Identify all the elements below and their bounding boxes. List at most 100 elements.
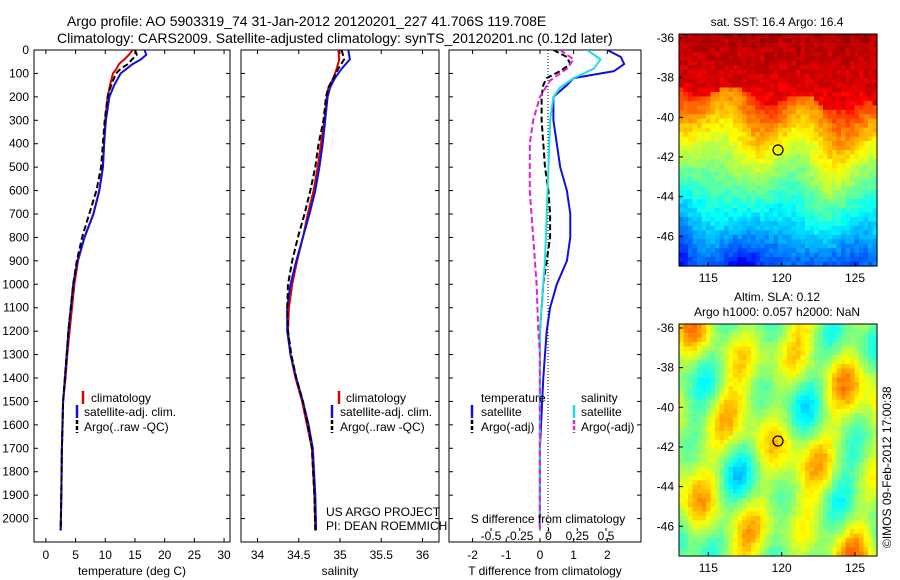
heatmap-cell	[706, 123, 712, 129]
heatmap-cell	[782, 408, 788, 414]
heatmap-cell	[773, 243, 779, 249]
heatmap-cell	[823, 359, 829, 365]
heatmap-cell	[850, 413, 856, 419]
heatmap-cell	[814, 158, 820, 164]
heatmap-cell	[683, 547, 689, 553]
heatmap-cell	[800, 466, 806, 472]
heatmap-cell	[773, 498, 779, 504]
heatmap-cell	[764, 337, 770, 343]
heatmap-cell	[742, 225, 748, 231]
heatmap-cell	[679, 78, 685, 84]
heatmap-cell	[854, 390, 860, 396]
heatmap-cell	[805, 221, 811, 227]
heatmap-cell	[773, 105, 779, 111]
heatmap-cell	[832, 511, 838, 517]
heatmap-cell	[796, 56, 802, 62]
heatmap-cell	[827, 208, 833, 214]
heatmap-cell	[863, 239, 869, 245]
heatmap-cell	[791, 506, 797, 512]
heatmap-cell	[845, 350, 851, 356]
heatmap-cell	[818, 136, 824, 142]
heatmap-cell	[764, 324, 770, 330]
heatmap-cell	[850, 92, 856, 98]
heatmap-cell	[746, 386, 752, 392]
heatmap-cell	[791, 132, 797, 138]
heatmap-cell	[863, 208, 869, 214]
heatmap-cell	[845, 377, 851, 383]
heatmap-cell	[679, 230, 685, 236]
heatmap-cell	[715, 457, 721, 463]
heatmap-cell	[805, 105, 811, 111]
heatmap-cell	[755, 203, 761, 209]
heatmap-cell	[724, 243, 730, 249]
heatmap-cell	[778, 547, 784, 553]
heatmap-cell	[701, 92, 707, 98]
heatmap-cell	[787, 47, 793, 53]
heatmap-cell	[746, 225, 752, 231]
heatmap-cell	[751, 194, 757, 200]
heatmap-cell	[863, 158, 869, 164]
heatmap-cell	[692, 42, 698, 48]
heatmap-cell	[710, 484, 716, 490]
heatmap-cell	[769, 404, 775, 410]
heatmap-cell	[778, 471, 784, 477]
heatmap-cell	[692, 453, 698, 459]
heatmap-cell	[728, 355, 734, 361]
heatmap-cell	[800, 448, 806, 454]
x-tick-label: 30	[217, 548, 231, 562]
heatmap-cell	[836, 172, 842, 178]
heatmap-cell	[719, 154, 725, 160]
heatmap-cell	[760, 172, 766, 178]
heatmap-cell	[850, 216, 856, 222]
heatmap-cell	[692, 480, 698, 486]
heatmap-cell	[683, 422, 689, 428]
heatmap-cell	[791, 529, 797, 535]
heatmap-cell	[823, 506, 829, 512]
heatmap-cell	[751, 154, 757, 160]
heatmap-cell	[791, 422, 797, 428]
heatmap-cell	[859, 404, 865, 410]
heatmap-cell	[742, 431, 748, 437]
heatmap-cell	[715, 127, 721, 133]
heatmap-cell	[715, 243, 721, 249]
heatmap-cell	[692, 136, 698, 142]
heatmap-cell	[796, 78, 802, 84]
heatmap-cell	[688, 435, 694, 441]
heatmap-cell	[850, 47, 856, 53]
heatmap-cell	[733, 34, 739, 40]
heatmap-cell	[800, 511, 806, 517]
heatmap-cell	[764, 154, 770, 160]
heatmap-cell	[769, 382, 775, 388]
heatmap-cell	[778, 42, 784, 48]
heatmap-cell	[872, 51, 878, 57]
heatmap-cell	[769, 431, 775, 437]
heatmap-cell	[778, 533, 784, 539]
heatmap-cell	[688, 448, 694, 454]
heatmap-cell	[836, 118, 842, 124]
heatmap-cell	[863, 422, 869, 428]
heatmap-cell	[710, 225, 716, 231]
heatmap-cell	[724, 457, 730, 463]
heatmap-cell	[728, 74, 734, 80]
heatmap-cell	[841, 42, 847, 48]
heatmap-cell	[728, 524, 734, 530]
heatmap-cell	[863, 167, 869, 173]
heatmap-cell	[859, 230, 865, 236]
heatmap-cell	[832, 145, 838, 151]
heatmap-cell	[854, 547, 860, 553]
heatmap-cell	[863, 502, 869, 508]
heatmap-cell	[872, 404, 878, 410]
heatmap-cell	[746, 377, 752, 383]
heatmap-cell	[692, 502, 698, 508]
heatmap-cell	[760, 225, 766, 231]
heatmap-cell	[818, 324, 824, 330]
heatmap-cell	[868, 386, 874, 392]
heatmap-cell	[805, 92, 811, 98]
heatmap-cell	[854, 475, 860, 481]
heatmap-cell	[728, 475, 734, 481]
heatmap-cell	[724, 471, 730, 477]
heatmap-cell	[751, 38, 757, 44]
heatmap-cell	[850, 185, 856, 191]
heatmap-cell	[724, 199, 730, 205]
heatmap-cell	[841, 533, 847, 539]
